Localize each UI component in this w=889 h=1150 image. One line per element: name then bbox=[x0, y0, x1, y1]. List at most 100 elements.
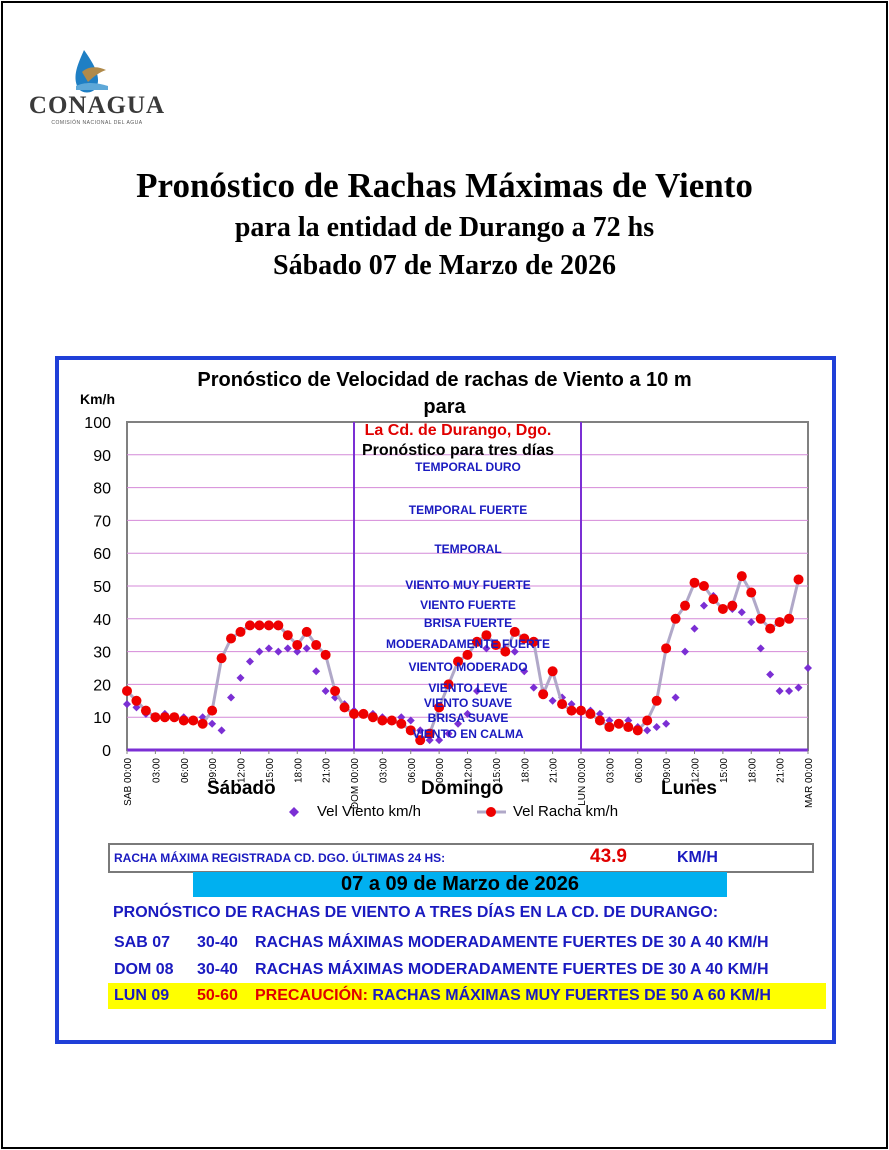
y-axis-label: Km/h bbox=[80, 391, 115, 407]
gust-point bbox=[330, 685, 341, 696]
conagua-logo: CONAGUA COMISIÓN NACIONAL DEL AGUA bbox=[22, 42, 172, 132]
gust-point bbox=[386, 715, 397, 726]
day-label-domingo: Domingo bbox=[421, 778, 504, 799]
page-date: Sábado 07 de Marzo de 2026 bbox=[273, 250, 616, 281]
x-tick-label: 06:00 bbox=[634, 758, 645, 783]
forecast-text-body: RACHAS MÁXIMAS MUY FUERTES DE 50 A 60 KM… bbox=[372, 987, 771, 1004]
wind-point bbox=[804, 664, 812, 672]
gust-point bbox=[736, 571, 747, 582]
gust-point bbox=[169, 712, 180, 723]
x-tick-label: 06:00 bbox=[407, 758, 418, 783]
wind-point bbox=[463, 709, 472, 718]
forecast-day: SAB 07 bbox=[114, 934, 171, 951]
x-tick-label: LUN 00:00 bbox=[577, 758, 588, 806]
wind-point bbox=[690, 624, 699, 633]
wind-point bbox=[643, 726, 652, 735]
wind-point bbox=[217, 726, 226, 735]
gust-point bbox=[216, 653, 227, 664]
chart-title-line2: para bbox=[423, 396, 466, 418]
wind-point bbox=[245, 657, 254, 666]
gust-point bbox=[254, 620, 265, 631]
gust-point bbox=[784, 613, 795, 624]
chart-title-line1: Pronóstico de Velocidad de rachas de Vie… bbox=[197, 369, 692, 391]
gust-point bbox=[377, 715, 388, 726]
wind-point bbox=[785, 686, 794, 695]
chart-subtitle: Pronóstico para tres días bbox=[361, 442, 555, 459]
gust-point bbox=[481, 630, 492, 641]
wind-point bbox=[737, 608, 746, 617]
gust-point bbox=[661, 643, 672, 654]
wind-point bbox=[255, 647, 264, 656]
gust-point bbox=[670, 613, 681, 624]
day-label-lunes: Lunes bbox=[661, 778, 717, 799]
y-tick-label: 20 bbox=[93, 677, 111, 694]
gust-point bbox=[528, 636, 539, 647]
scale-label: VIENTO MODERADO bbox=[408, 660, 528, 674]
x-tick-label: 18:00 bbox=[747, 758, 758, 783]
wind-point bbox=[435, 736, 444, 745]
gust-point bbox=[727, 600, 738, 611]
x-tick-label: DOM 00:00 bbox=[350, 758, 361, 810]
water-drop-icon bbox=[75, 50, 108, 93]
legend-wind-marker bbox=[289, 807, 299, 817]
gust-point bbox=[150, 712, 161, 723]
wind-point bbox=[699, 601, 708, 610]
y-tick-label: 60 bbox=[93, 546, 111, 563]
gust-point bbox=[320, 649, 331, 660]
gust-point bbox=[424, 728, 435, 739]
x-tick-label: 06:00 bbox=[180, 758, 191, 783]
day-label-sabado: Sábado bbox=[207, 778, 276, 799]
wind-point bbox=[775, 686, 784, 695]
gust-point bbox=[434, 702, 445, 713]
gust-point bbox=[774, 617, 785, 628]
x-tick-label: 15:00 bbox=[492, 758, 503, 783]
wind-point bbox=[227, 693, 236, 702]
gust-point bbox=[708, 594, 719, 605]
gust-point bbox=[585, 708, 596, 719]
gust-point bbox=[178, 715, 189, 726]
gust-point bbox=[632, 725, 643, 736]
x-tick-label: 03:00 bbox=[151, 758, 162, 783]
legend-gust: Vel Racha km/h bbox=[513, 803, 619, 820]
y-tick-label: 10 bbox=[93, 710, 111, 727]
x-tick-label: 21:00 bbox=[776, 758, 787, 783]
gust-point bbox=[793, 574, 804, 585]
wind-point bbox=[766, 670, 775, 679]
forecast-day: LUN 09 bbox=[114, 987, 170, 1004]
gust-point bbox=[453, 656, 464, 667]
gust-point bbox=[358, 708, 369, 719]
gust-point bbox=[538, 689, 549, 700]
gust-point bbox=[613, 718, 624, 729]
scale-label: BRISA SUAVE bbox=[427, 710, 509, 725]
page-title: Pronóstico de Rachas Máximas de Viento bbox=[136, 166, 753, 205]
wind-point bbox=[416, 726, 425, 735]
wind-point bbox=[454, 719, 463, 728]
wind-point bbox=[264, 644, 273, 653]
legend-wind: Vel Viento km/h bbox=[317, 803, 421, 820]
max-gust-unit: KM/H bbox=[677, 849, 718, 866]
wind-point bbox=[312, 667, 321, 676]
x-tick-label: 15:00 bbox=[265, 758, 276, 783]
forecast-day: DOM 08 bbox=[114, 961, 174, 978]
gust-point bbox=[765, 623, 776, 634]
x-tick-label: 09:00 bbox=[208, 758, 219, 783]
x-tick-label: 12:00 bbox=[237, 758, 248, 783]
wind-point bbox=[747, 618, 756, 627]
gust-point bbox=[197, 718, 208, 729]
logo-subtitle: COMISIÓN NACIONAL DEL AGUA bbox=[51, 120, 143, 126]
gust-point bbox=[651, 695, 662, 706]
x-tick-label: 21:00 bbox=[322, 758, 333, 783]
x-tick-label: 09:00 bbox=[662, 758, 673, 783]
gust-point bbox=[396, 718, 407, 729]
page-subtitle: para la entidad de Durango a 72 hs bbox=[234, 212, 655, 243]
gust-point bbox=[490, 640, 501, 651]
gust-point bbox=[471, 636, 482, 647]
wind-point bbox=[321, 686, 330, 695]
gust-point bbox=[680, 600, 691, 611]
chart-location: La Cd. de Durango, Dgo. bbox=[364, 422, 552, 439]
gust-point bbox=[566, 705, 577, 716]
scale-label: MODERADAMENTE FUERTE bbox=[386, 637, 550, 652]
y-tick-label: 0 bbox=[102, 743, 111, 760]
x-tick-label: 12:00 bbox=[464, 758, 475, 783]
